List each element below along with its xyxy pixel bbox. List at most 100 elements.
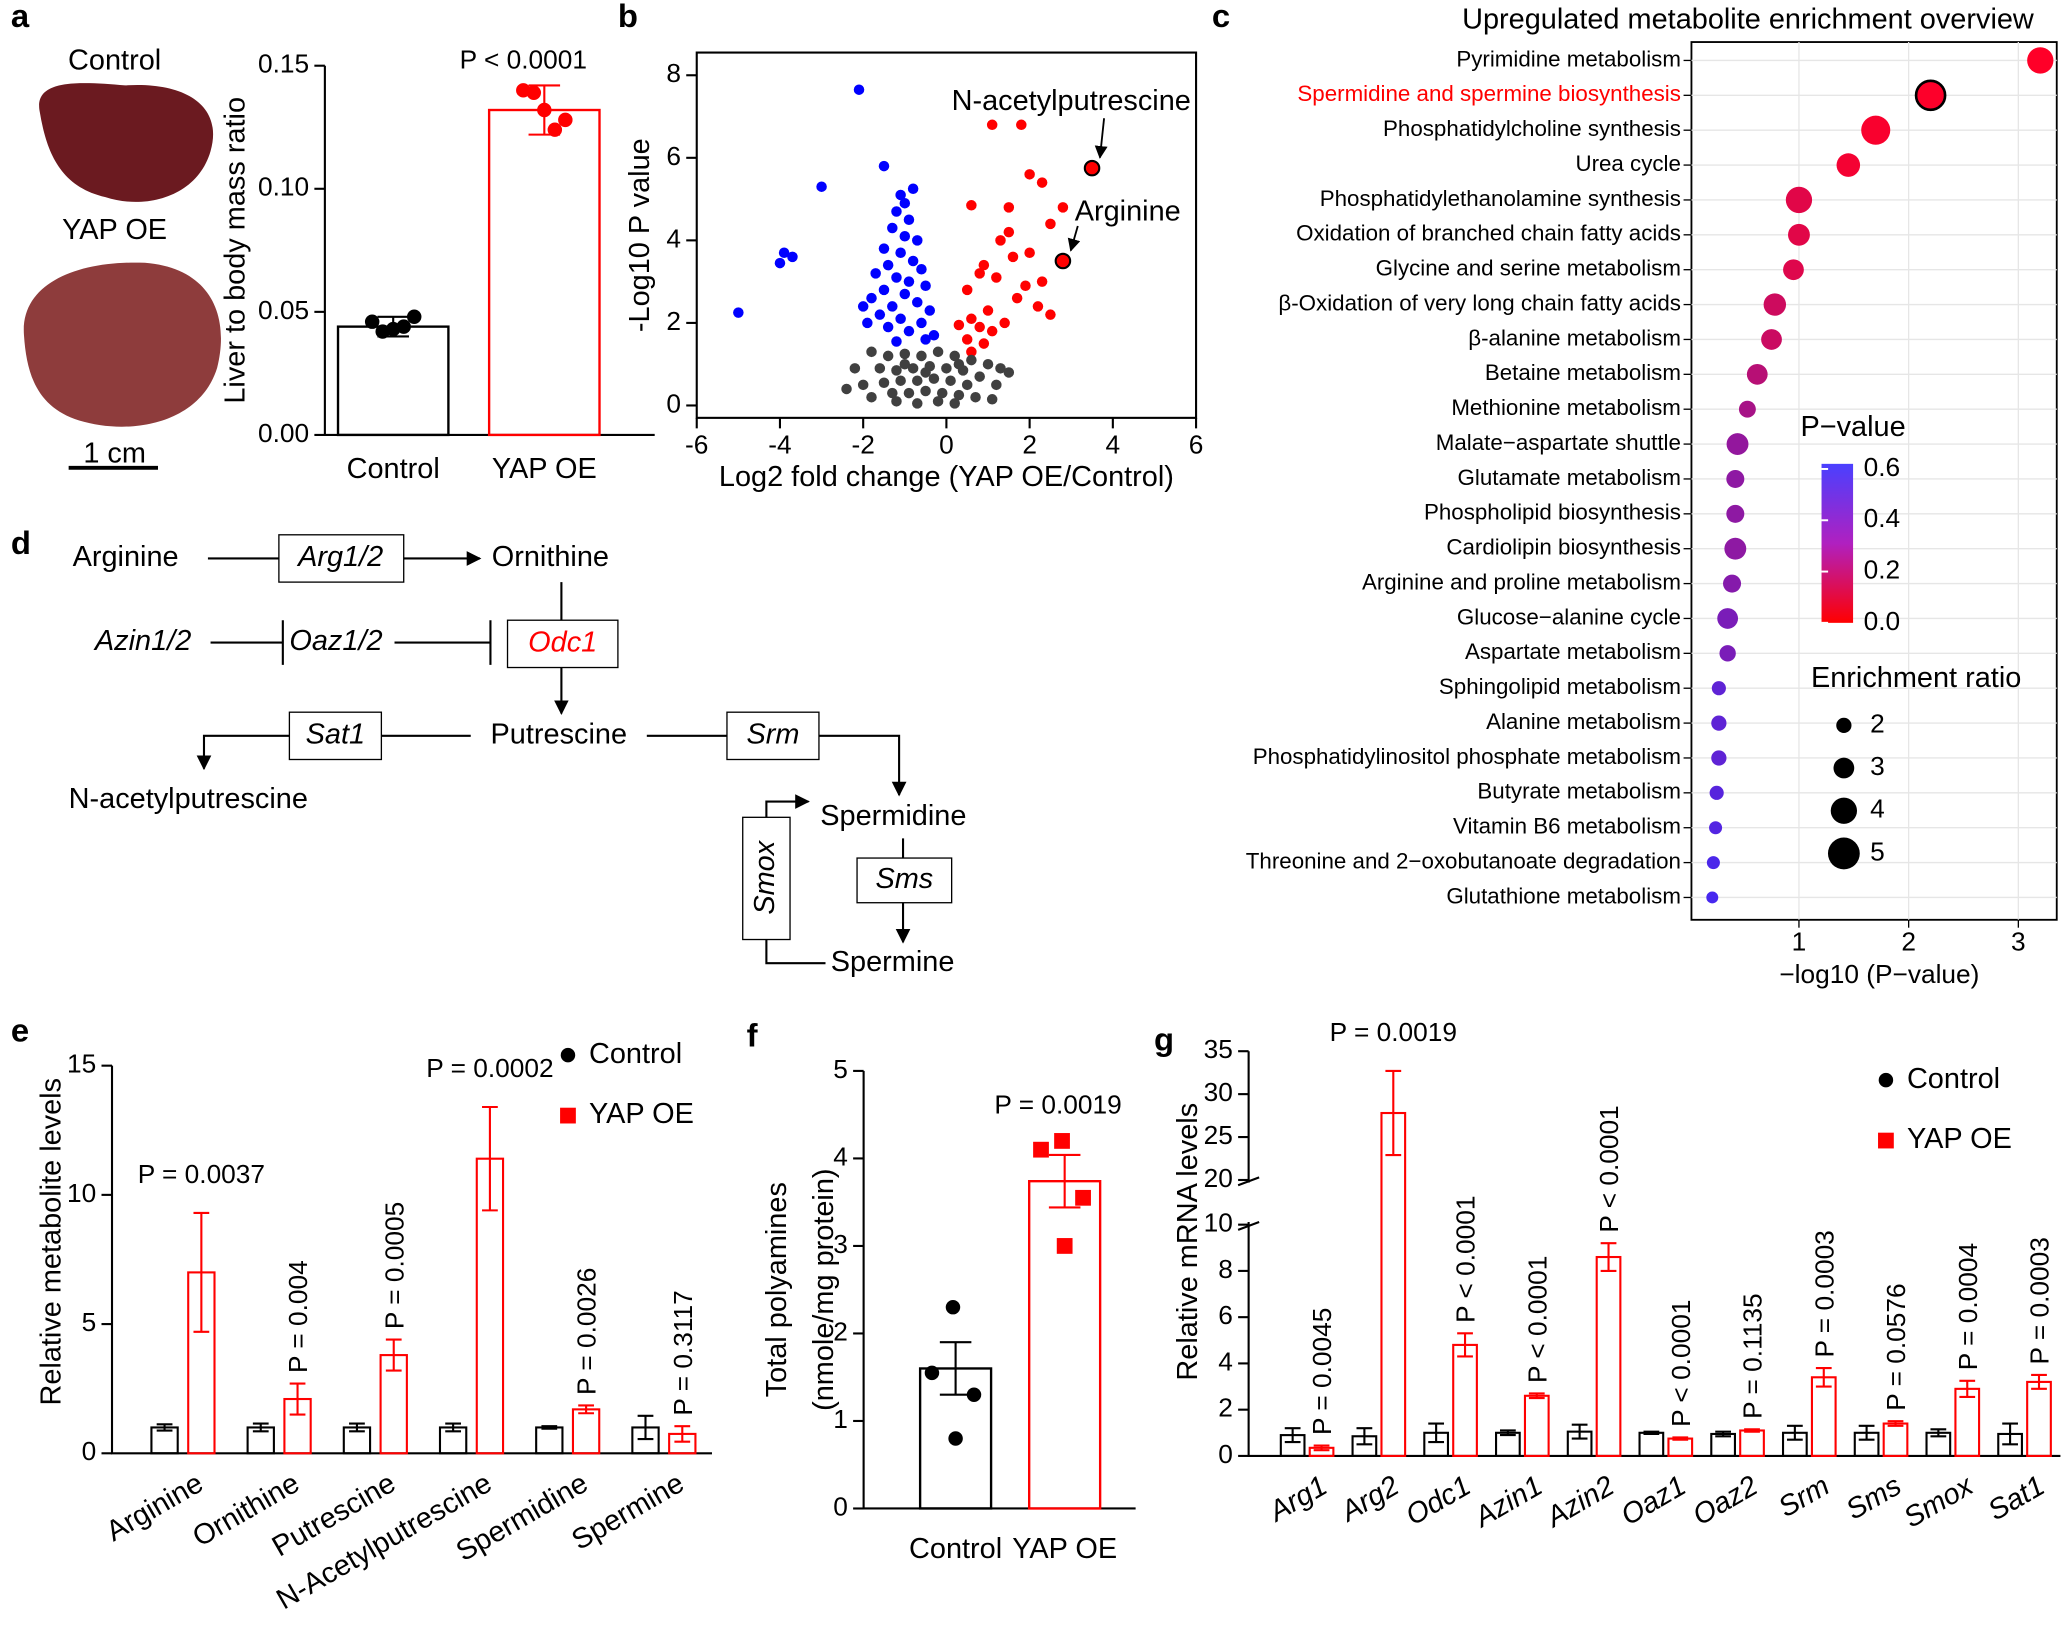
- row-label: Glucose−alanine cycle: [1457, 604, 1681, 629]
- data-point: [907, 363, 919, 374]
- color-tick-label: 0.4: [1864, 503, 1901, 533]
- data-point: [924, 1365, 940, 1381]
- error-bar: [1786, 1424, 1803, 1441]
- data-point: [899, 230, 911, 242]
- data-point: [878, 377, 890, 389]
- y-axis-label: Liver to body mass ratio: [219, 97, 251, 404]
- error-bar: [1428, 1422, 1445, 1444]
- p-value: P = 0.1135: [1738, 1293, 1768, 1418]
- row-label: Butyrate metabolism: [1477, 779, 1681, 804]
- enzyme: Oaz1/2: [289, 625, 382, 657]
- data-point: [1761, 329, 1782, 350]
- x-tick-label: 2: [1901, 926, 1916, 956]
- y-tick-label: 1: [833, 1404, 848, 1434]
- y-axis-label: Relative mRNA levels: [1172, 1103, 1204, 1381]
- data-point: [907, 183, 919, 195]
- y-tick-label: 0.10: [258, 172, 309, 202]
- data-point: [920, 334, 931, 345]
- y-tick-label: 15: [67, 1049, 96, 1079]
- error-bar: [1715, 1430, 1731, 1438]
- data-point: [995, 363, 1006, 374]
- data-point: [1914, 79, 1947, 112]
- p-value: P < 0.0001: [1522, 1256, 1552, 1383]
- data-point: [882, 259, 894, 271]
- data-point: [862, 317, 873, 329]
- enzyme: Arg1/2: [296, 541, 383, 573]
- data-point: [966, 354, 977, 366]
- error-bar: [445, 1422, 462, 1433]
- error-bar: [674, 1425, 691, 1443]
- x-tick-label: 3: [2011, 926, 2026, 956]
- data-point: [891, 272, 902, 283]
- scale-label: 1 cm: [83, 437, 146, 469]
- y-tick-label: 8: [666, 58, 681, 88]
- row-label: Threonine and 2−oxobutanoate degradation: [1246, 848, 1681, 873]
- row-label: Glycine and serine metabolism: [1376, 256, 1681, 281]
- data-point: [948, 1431, 963, 1446]
- data-point: [1003, 202, 1015, 213]
- error-bar: [193, 1211, 210, 1333]
- data-point: [526, 85, 542, 101]
- p-value: P = 0.0026: [572, 1268, 602, 1395]
- node: Ornithine: [492, 541, 609, 573]
- x-tick-label: 2: [1022, 430, 1037, 460]
- data-point: [1788, 223, 1810, 246]
- enzyme-box: [288, 711, 383, 761]
- size-key-label: 2: [1870, 708, 1885, 738]
- x-tick-label: 0: [939, 430, 954, 460]
- enzyme: Smox: [749, 839, 781, 914]
- node: Arginine: [73, 541, 179, 573]
- data-point: [1763, 293, 1787, 316]
- highlight-point: [1054, 252, 1072, 270]
- data-point: [891, 365, 902, 376]
- data-point: [547, 122, 563, 137]
- error-bar: [1815, 1366, 1832, 1388]
- y-tick-label: 0.15: [258, 49, 309, 79]
- data-point: [1054, 1133, 1070, 1149]
- data-point: [903, 325, 915, 337]
- color-bar: [1821, 463, 1854, 623]
- enzyme-box: [278, 534, 405, 583]
- row-label: Methionine metabolism: [1451, 395, 1681, 420]
- data-point: [1711, 750, 1727, 766]
- data-point: [1003, 226, 1015, 238]
- error-bar: [1744, 1428, 1760, 1433]
- p-value: P = 0.0045: [1307, 1308, 1337, 1435]
- annotation-arrow: [1094, 118, 1108, 159]
- data-point: [1036, 177, 1048, 188]
- data-point: [932, 396, 944, 407]
- data-point: [1711, 681, 1726, 696]
- data-point: [966, 313, 977, 325]
- data-point: [916, 264, 927, 275]
- data-point: [866, 391, 877, 403]
- data-point: [1706, 856, 1720, 870]
- row-label: Vitamin B6 metabolism: [1453, 814, 1681, 839]
- panel-label: f: [747, 1017, 758, 1054]
- data-point: [774, 257, 786, 269]
- data-point: [895, 375, 906, 386]
- plot-frame: [1690, 41, 2058, 921]
- row-label: Glutamate metabolism: [1458, 465, 1681, 490]
- data-point: [903, 276, 915, 287]
- data-point: [936, 387, 948, 399]
- error-bar: [1643, 1430, 1660, 1436]
- data-point: [1032, 301, 1044, 312]
- legend-title: Enrichment ratio: [1811, 662, 2021, 694]
- color-tick-label: 0.2: [1864, 554, 1901, 584]
- data-point: [899, 348, 911, 360]
- error-bar: [1499, 1429, 1516, 1437]
- p-value: P = 0.004: [283, 1260, 313, 1373]
- data-point: [978, 259, 990, 271]
- y-tick-label: 2: [833, 1316, 848, 1346]
- data-point: [878, 284, 890, 296]
- row-label: Phosphatidylinositol phosphate metabolis…: [1253, 744, 1681, 769]
- data-point: [857, 301, 869, 312]
- data-point: [928, 373, 940, 384]
- data-point: [899, 288, 911, 300]
- error-bar: [1858, 1424, 1875, 1441]
- error-bar: [1313, 1444, 1330, 1452]
- panel-label: b: [618, 0, 638, 34]
- axes: [1237, 1051, 2061, 1457]
- error-bar: [637, 1414, 654, 1441]
